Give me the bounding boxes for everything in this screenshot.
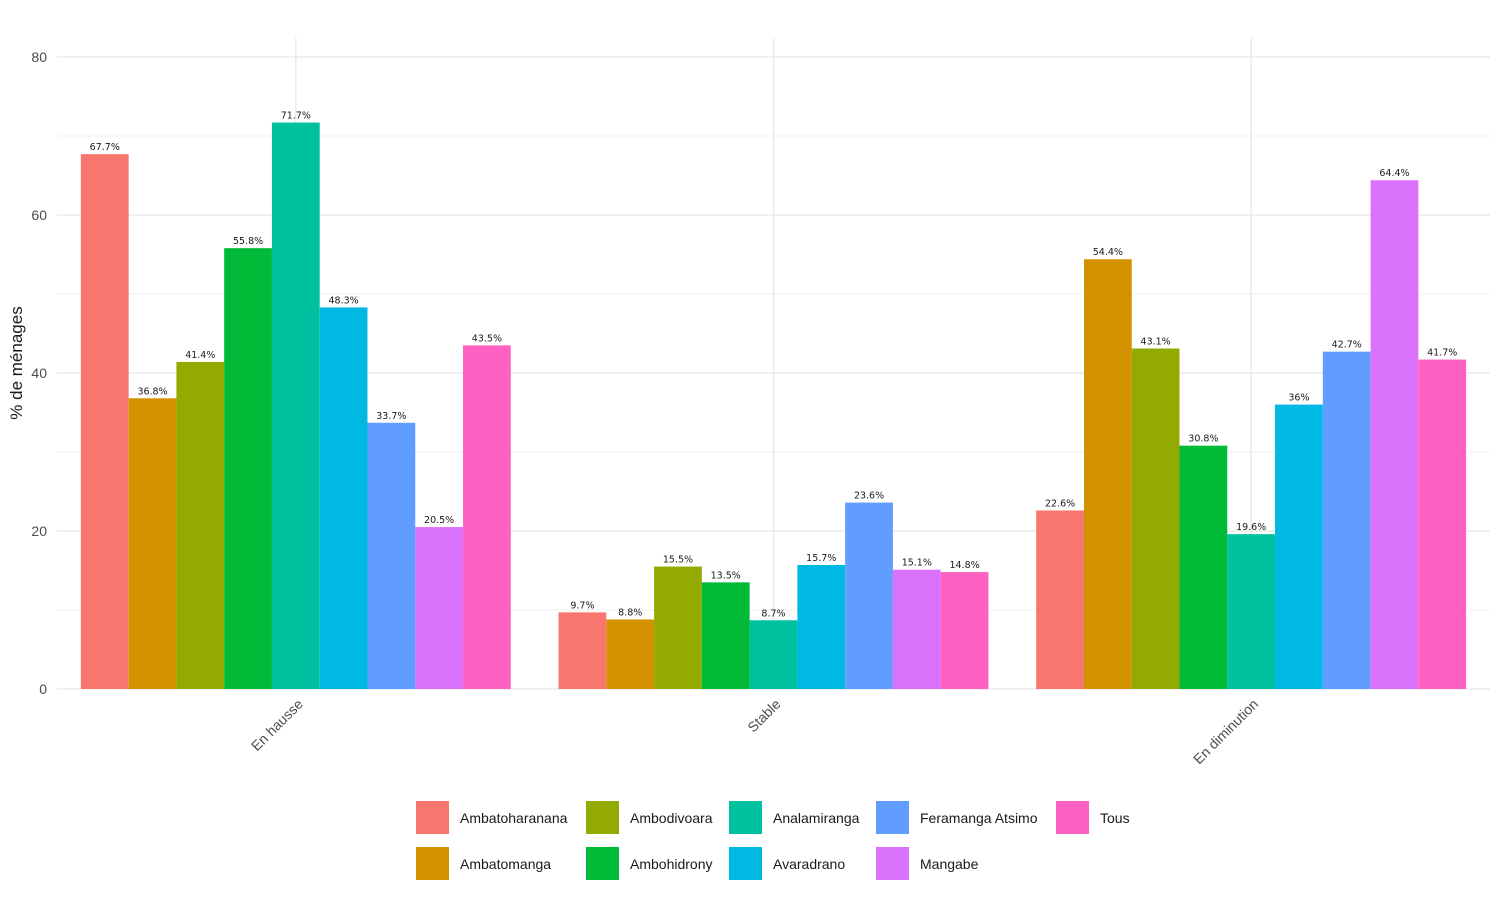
data-label: 54.4% <box>1093 247 1123 258</box>
data-label: 23.6% <box>854 491 884 502</box>
x-tick-label: En diminution <box>1190 696 1261 767</box>
data-label: 8.7% <box>761 608 785 619</box>
bar <box>80 154 129 690</box>
bar <box>463 345 511 689</box>
bar <box>319 307 368 689</box>
legend-key <box>416 847 449 880</box>
data-label: 19.6% <box>1236 522 1266 533</box>
data-label: 20.5% <box>424 515 454 526</box>
data-label: 43.5% <box>472 333 502 344</box>
legend-label: Ambohidrony <box>630 856 713 872</box>
legend-key <box>729 847 762 880</box>
data-label: 30.8% <box>1188 434 1218 445</box>
bar <box>224 248 272 689</box>
data-label: 42.7% <box>1332 340 1362 351</box>
bars <box>80 122 1467 690</box>
data-label: 71.7% <box>281 111 311 122</box>
legend-key <box>586 801 619 834</box>
data-label: 15.1% <box>902 558 932 569</box>
bar <box>176 361 225 689</box>
legend-label: Feramanga Atsimo <box>920 810 1038 826</box>
bar <box>1131 348 1180 689</box>
bar <box>415 527 464 689</box>
data-label: 9.7% <box>570 600 594 611</box>
bar <box>701 582 750 689</box>
bar <box>845 502 893 689</box>
legend-key <box>729 801 762 834</box>
bar <box>367 422 416 689</box>
bar <box>558 612 607 689</box>
data-label: 41.4% <box>185 350 215 361</box>
y-tick-label: 20 <box>31 523 47 539</box>
data-label: 15.7% <box>806 553 836 564</box>
y-tick-label: 60 <box>31 207 47 223</box>
bar <box>271 122 320 689</box>
bar <box>606 619 655 689</box>
data-label: 36.8% <box>137 386 167 397</box>
data-label: 43.1% <box>1141 337 1171 348</box>
legend-key <box>876 847 909 880</box>
data-label: 64.4% <box>1379 168 1409 179</box>
bar <box>1179 445 1228 689</box>
x-tick-label: En hausse <box>248 696 306 754</box>
data-label: 48.3% <box>329 295 359 306</box>
y-tick-label: 80 <box>31 49 47 65</box>
data-label: 14.8% <box>949 560 979 571</box>
legend-label: Mangabe <box>920 856 979 872</box>
legend-key <box>586 847 619 880</box>
legend-label: Analamiranga <box>773 810 860 826</box>
bar <box>128 398 177 689</box>
bar <box>797 564 846 689</box>
bar <box>1083 259 1132 689</box>
x-tick-label: Stable <box>744 696 784 736</box>
data-label: 8.8% <box>618 607 642 618</box>
bar <box>892 569 941 689</box>
legend: Ambatoharanana Ambodivoara Analamiranga Fer… <box>416 801 1130 880</box>
data-label: 13.5% <box>711 570 741 581</box>
data-label: 67.7% <box>90 142 120 153</box>
data-label: 36% <box>1288 393 1309 404</box>
bar <box>940 572 989 689</box>
legend-label: Ambatoharanana <box>460 810 568 826</box>
bar <box>654 566 702 689</box>
y-axis-title: % de ménages <box>7 306 26 419</box>
data-label: 22.6% <box>1045 498 1075 509</box>
legend-label: Ambodivoara <box>630 810 713 826</box>
bar <box>1418 359 1467 689</box>
legend-key <box>1056 801 1089 834</box>
legend-label: Avaradrano <box>773 856 845 872</box>
bar <box>1275 404 1323 689</box>
y-tick-label: 40 <box>31 365 47 381</box>
legend-label: Ambatomanga <box>460 856 551 872</box>
legend-key <box>416 801 449 834</box>
data-label: 15.5% <box>663 555 693 566</box>
data-labels: 67.7% 9.7% 22.6% 36.8% 8.8% 54.4% 41.4% 15.5% 43… <box>90 111 1458 620</box>
data-label: 55.8% <box>233 236 263 247</box>
y-tick-label: 0 <box>39 681 47 697</box>
data-label: 33.7% <box>376 411 406 422</box>
bar <box>749 620 798 689</box>
bar <box>1227 534 1276 689</box>
bar <box>1322 351 1371 689</box>
data-label: 41.7% <box>1427 348 1457 359</box>
legend-label: Tous <box>1100 810 1130 826</box>
bar <box>1370 180 1419 690</box>
legend-key <box>876 801 909 834</box>
bar <box>1036 510 1084 689</box>
